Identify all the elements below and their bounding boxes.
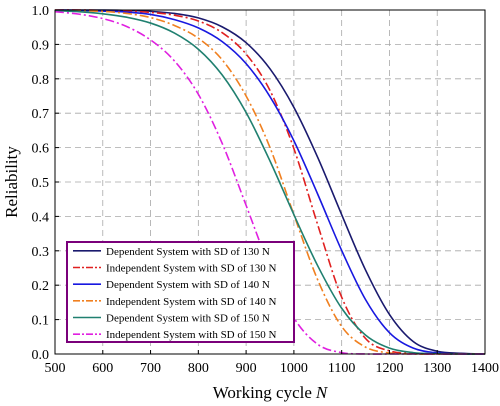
x-tick-label: 1400 <box>471 361 499 376</box>
y-tick-label: 0.7 <box>32 107 50 122</box>
series-line-5 <box>54 9 486 355</box>
x-tick-label: 1200 <box>375 361 403 376</box>
y-tick-label: 0.0 <box>32 348 50 363</box>
legend-entry-label: Dependent System with SD of 130 N <box>106 246 270 258</box>
series-line-3 <box>54 9 486 355</box>
y-axis-title: Reliability <box>2 146 21 218</box>
legend-box <box>66 241 295 343</box>
x-tick-label: 700 <box>140 361 161 376</box>
x-axis-title-text: Working cycle <box>213 383 312 402</box>
y-tick-label: 0.1 <box>32 314 50 329</box>
x-tick-label: 500 <box>45 361 66 376</box>
x-tick-label: 900 <box>236 361 257 376</box>
y-tick-label: 0.9 <box>32 38 50 53</box>
y-tick-label: 1.0 <box>32 4 50 19</box>
legend-entry-label: Dependent System with SD of 140 N <box>106 279 270 291</box>
y-tick-label: 0.8 <box>32 73 50 88</box>
legend: Dependent System with SD of 130 N Indepen… <box>66 241 295 343</box>
legend-entry-label: Dependent System with SD of 150 N <box>106 313 270 325</box>
x-axis-title: Working cycle N <box>213 383 329 402</box>
y-tick-label: 0.4 <box>32 210 50 225</box>
legend-entry-label: Independent System with SD of 130 N <box>106 263 277 275</box>
legend-entry-label: Independent System with SD of 140 N <box>106 296 277 308</box>
y-tick-label: 0.2 <box>32 279 50 294</box>
x-tick-label: 1300 <box>423 361 451 376</box>
x-axis-variable: N <box>315 383 329 402</box>
x-tick-label: 1100 <box>328 361 355 376</box>
x-tick-label: 600 <box>92 361 113 376</box>
y-tick-label: 0.5 <box>32 176 50 191</box>
x-tick-label: 1000 <box>280 361 308 376</box>
x-tick-label: 800 <box>188 361 209 376</box>
series-line-4 <box>54 9 485 355</box>
axis-ticks: 500 600 700 800 900 1000 1100 1200 1300 1400 0.0 0.… <box>32 4 500 376</box>
y-tick-label: 0.6 <box>32 142 50 157</box>
legend-entry-label: Independent System with SD of 150 N <box>106 329 277 341</box>
y-tick-label: 0.3 <box>32 245 50 260</box>
